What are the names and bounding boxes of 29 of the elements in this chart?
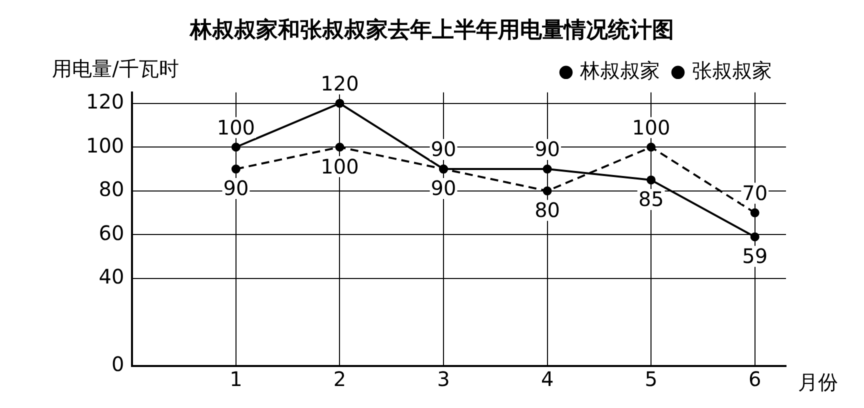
- y-tick-label: 120: [86, 90, 124, 114]
- data-label: 90: [534, 137, 560, 162]
- legend-label: 林叔叔家: [579, 58, 660, 83]
- y-axis-title: 用电量/千瓦时: [52, 56, 179, 81]
- x-tick-label: 2: [333, 367, 346, 392]
- x-tick-label: 3: [437, 367, 450, 392]
- data-label: 90: [223, 176, 249, 200]
- y-tick-label: 0: [111, 352, 124, 376]
- data-label: 100: [320, 154, 359, 178]
- y-tick-label: 100: [86, 133, 124, 158]
- y-tick-label: 60: [98, 220, 124, 245]
- data-label: 80: [534, 198, 560, 222]
- data-label: 100: [632, 115, 670, 140]
- x-tick-label: 5: [644, 367, 658, 392]
- x-tick-label: 6: [748, 367, 762, 392]
- legend-label: 张叔叔家: [692, 58, 772, 83]
- data-label: 85: [638, 187, 664, 212]
- chart-title: 林叔叔家和张叔叔家去年上半年用电量情况统计图: [189, 16, 674, 43]
- y-tick-label: 40: [98, 264, 124, 289]
- data-label: 90: [430, 137, 456, 162]
- data-label: 120: [320, 72, 359, 96]
- x-tick-label: 1: [230, 367, 242, 392]
- data-label: 90: [430, 176, 456, 200]
- data-label: 59: [742, 244, 768, 268]
- y-tick-label: 80: [98, 177, 124, 202]
- data-label: 100: [216, 115, 256, 140]
- data-label: 70: [742, 180, 768, 205]
- x-axis-title: 月份: [798, 370, 838, 394]
- x-tick-label: 4: [540, 367, 554, 392]
